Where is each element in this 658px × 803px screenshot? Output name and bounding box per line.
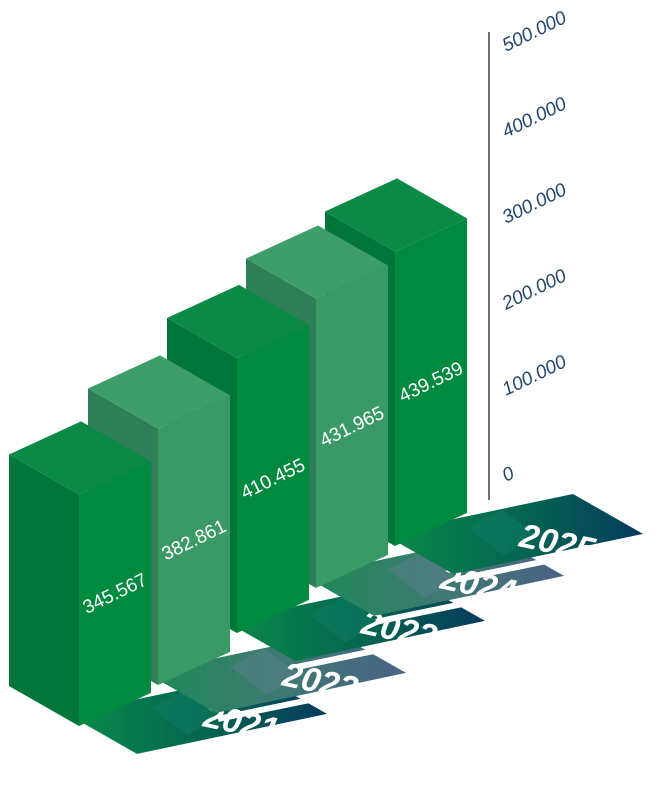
- y-tick-label-0: 0: [499, 463, 518, 487]
- bar-front-2022: [158, 395, 230, 685]
- bar-side-2021: [9, 454, 79, 726]
- y-tick-label-2: 200.000: [498, 265, 570, 315]
- bar-front-2023: [237, 324, 309, 633]
- y-tick-label-5: 500.000: [499, 7, 570, 56]
- bar-2021: 345.567: [9, 421, 151, 726]
- y-tick-label-3: 300.000: [499, 179, 570, 228]
- y-axis: 0 100.000 200.000 300.000 400.000 500.000: [488, 7, 570, 500]
- plate-chevron-2024: [388, 551, 459, 598]
- bar-top-2022: [88, 355, 230, 429]
- plate-chevron-2021: [151, 689, 222, 736]
- bar-front-2025: [395, 218, 467, 546]
- plate-chevron-2023: [309, 596, 380, 643]
- bar-top-2023: [167, 284, 309, 358]
- bar-front-2024: [316, 265, 388, 588]
- bar-top-2021: [9, 421, 151, 495]
- plate-separator-2021: [138, 716, 334, 763]
- plate-chevron-2022: [230, 648, 301, 695]
- bar-front-2021: [79, 461, 151, 726]
- plate-separator-2023: [296, 623, 492, 670]
- y-tick-label-1: 100.000: [499, 351, 570, 400]
- y-tick-label-4: 400.000: [499, 93, 570, 142]
- bar-top-2024: [246, 225, 388, 299]
- plate-separator-2022: [217, 675, 413, 722]
- plate-separator-2025: [454, 536, 650, 583]
- plate-separator-2024: [375, 578, 571, 625]
- bar-top-2025: [325, 178, 467, 252]
- plate-chevron-2025: [467, 509, 538, 556]
